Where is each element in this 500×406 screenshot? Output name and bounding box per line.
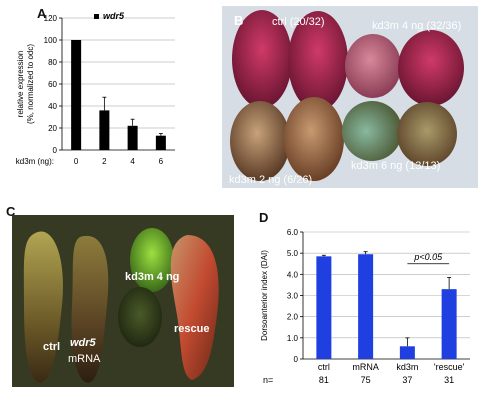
legend-label: wdr5: [103, 11, 125, 21]
panel-a-letter: A: [37, 6, 47, 21]
panel-a-chart: 0 20 40 60 80 100 120 0 2 4 6 kd3m (ng): wdr5 relativ…: [16, 11, 175, 166]
y-tick-label: 0: [294, 355, 299, 364]
y-tick-label: 100: [44, 36, 58, 45]
y-tick-label: 4.0: [287, 270, 299, 279]
panel-c-letter: C: [6, 204, 16, 219]
y-tick-label: 20: [48, 124, 57, 133]
panel-b-letter: B: [234, 13, 244, 28]
y-tick-label: 1.0: [287, 334, 299, 343]
x-tick-label: 2: [102, 157, 107, 166]
y-tick-label: 0: [53, 146, 58, 155]
x-label-prefix: kd3m (ng):: [16, 157, 54, 166]
y-axis-label: relative expression: [16, 51, 25, 118]
x-tick-label: 0: [74, 157, 79, 166]
label-mrna-c: mRNA: [68, 353, 101, 365]
panel-c-photo: kd3m 4 ng ctrl wdr5 mRNA rescue: [12, 215, 234, 387]
label-kd3m6-b: kd3m 6 ng (13/13): [351, 160, 441, 172]
embryo-photo-b: [230, 10, 464, 181]
y-tick-label: 3.0: [287, 292, 299, 301]
y-tick-label: 6.0: [287, 228, 299, 237]
y-tick-label: 80: [48, 58, 57, 67]
bar: [441, 289, 457, 359]
x-tick-label: 'rescue': [434, 362, 465, 372]
embryo-photo-c: [23, 228, 219, 383]
x-tick-label: 6: [159, 157, 164, 166]
n-label: n=: [263, 375, 273, 385]
x-tick-label: kd3m: [396, 362, 418, 372]
label-kd3m4-c: kd3m 4 ng: [125, 271, 180, 283]
y-tick-label: 40: [48, 102, 57, 111]
panel-d-letter: D: [259, 210, 269, 225]
y-axis-label-2: (%, normalized to odc): [26, 44, 35, 124]
bar: [71, 40, 82, 150]
panel-b-photo: ctrl (20/32) kd3m 4 ng (32/36) kd3m 6 ng…: [222, 6, 478, 188]
significance-label: p<0.05: [413, 252, 443, 262]
n-value: 81: [319, 375, 329, 385]
n-value: 37: [402, 375, 412, 385]
n-value: 75: [361, 375, 371, 385]
bar: [127, 125, 138, 150]
x-tick-label: 4: [130, 157, 135, 166]
y-tick-label: 120: [44, 14, 58, 23]
label-wdr5-c: wdr5: [70, 337, 96, 349]
legend-swatch: [94, 14, 99, 19]
label-ctrl-b: ctrl (20/32): [272, 16, 325, 28]
label-rescue-c: rescue: [174, 323, 210, 335]
bar: [358, 254, 374, 359]
n-value: 31: [444, 375, 454, 385]
y-tick-label: 5.0: [287, 249, 299, 258]
bar: [316, 256, 332, 359]
y-tick-label: 60: [48, 80, 57, 89]
panel-d-chart: 0 1.0 2.0 3.0 4.0 5.0 6.0 ctrl 81 mRNA 75 kd3m 37 're…: [260, 228, 470, 385]
bar: [399, 346, 415, 359]
label-kd3m4-b: kd3m 4 ng (32/36): [372, 20, 462, 32]
label-ctrl-c: ctrl: [43, 341, 61, 353]
x-tick-label: ctrl: [318, 362, 330, 372]
y-tick-label: 2.0: [287, 313, 299, 322]
x-tick-label: mRNA: [352, 362, 379, 372]
y-axis-label: Dorsoanterior index (DAI): [260, 250, 269, 341]
bar: [155, 135, 166, 150]
bar: [99, 110, 110, 150]
label-kd3m2-b: kd3m 2 ng (6/26): [229, 174, 313, 186]
